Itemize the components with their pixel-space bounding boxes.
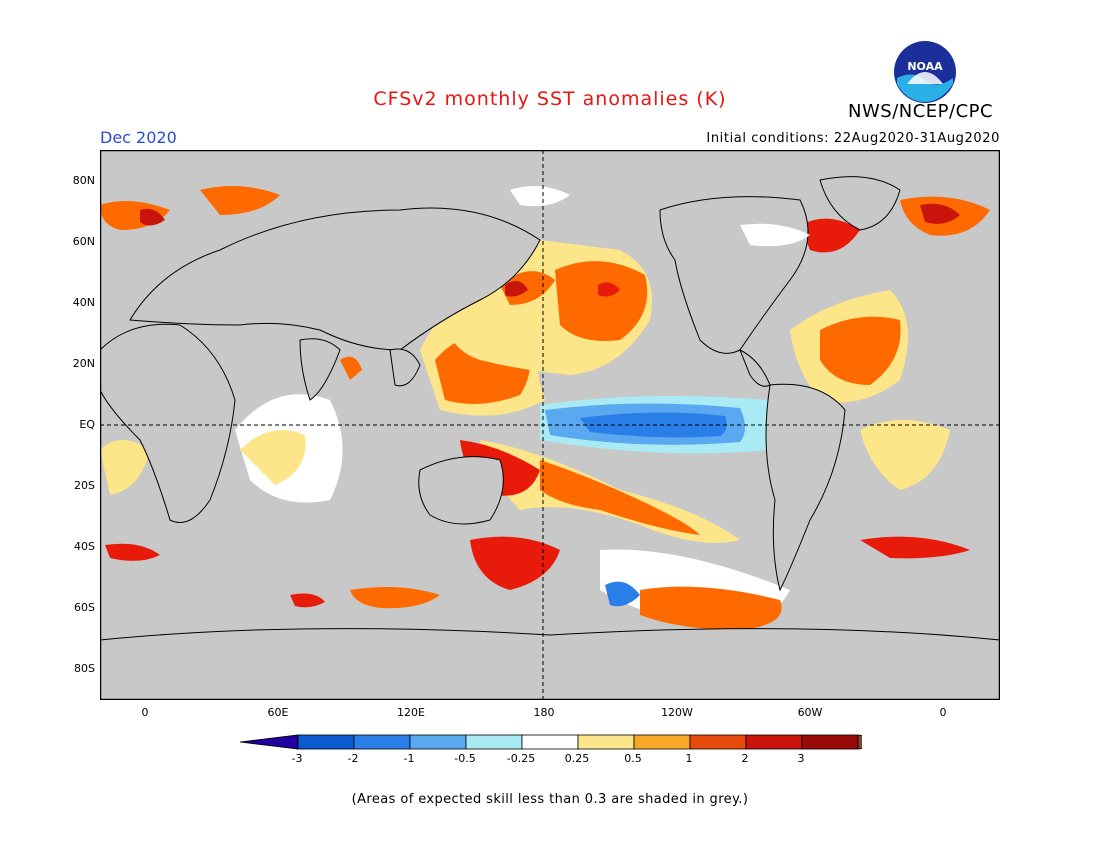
- colorbar-label: -0.25: [506, 752, 536, 765]
- lat-label: 80N: [72, 174, 95, 187]
- anomaly-region: [920, 203, 960, 224]
- noaa-logo: NOAA: [893, 40, 957, 104]
- lat-label: 60S: [74, 601, 95, 614]
- anomaly-region: [820, 316, 901, 385]
- anomaly-region: [240, 430, 306, 485]
- lat-label: 40N: [72, 296, 95, 309]
- colorbar-cell: [465, 734, 523, 750]
- colorbar-cell: [689, 734, 747, 750]
- anomaly-region: [860, 420, 950, 490]
- anomaly-region: [510, 186, 570, 207]
- anomaly-region: [470, 536, 560, 590]
- anomaly-region: [200, 186, 280, 215]
- anomaly-region: [860, 536, 970, 559]
- lon-label: 180: [533, 706, 555, 719]
- organization-label: NWS/NCEP/CPC: [848, 101, 994, 122]
- colorbar-cell: [633, 734, 691, 750]
- colorbar-label: -2: [347, 752, 359, 765]
- colorbar-cell: [521, 734, 579, 750]
- lon-label: 120W: [661, 706, 693, 719]
- map-frame: [100, 150, 1000, 700]
- anomaly-region: [140, 208, 165, 226]
- lon-label: 60W: [797, 706, 823, 719]
- colorbar-cell: [801, 734, 859, 750]
- initial-conditions: Initial conditions: 22Aug2020-31Aug2020: [706, 131, 1000, 146]
- colorbar-arrow-low: [240, 734, 299, 750]
- anomaly-region: [505, 281, 528, 297]
- lon-label: 0: [939, 706, 947, 719]
- colorbar-label: 0.5: [624, 752, 642, 765]
- anomaly-region: [340, 356, 362, 380]
- anomaly-region: [598, 282, 620, 297]
- colorbar: [240, 734, 862, 750]
- colorbar-cell: [577, 734, 635, 750]
- colorbar-cell: [745, 734, 803, 750]
- anomaly-region: [105, 543, 160, 561]
- colorbar-label: -0.5: [454, 752, 476, 765]
- colorbar-arrow-high: [857, 734, 862, 750]
- colorbar-label: 1: [685, 752, 693, 765]
- skill-footnote: (Areas of expected skill less than 0.3 a…: [351, 792, 749, 807]
- anomaly-region: [800, 218, 860, 253]
- anomaly-region: [350, 586, 440, 609]
- colorbar-label: 3: [797, 752, 805, 765]
- colorbar-label: -1: [403, 752, 415, 765]
- lon-label: 120E: [397, 706, 425, 719]
- lat-label: EQ: [79, 418, 95, 431]
- anomaly-region: [605, 581, 640, 607]
- colorbar-cell: [297, 734, 355, 750]
- colorbar-cell: [353, 734, 411, 750]
- colorbar-label: -3: [291, 752, 303, 765]
- lon-label: 0: [141, 706, 149, 719]
- anomaly-region: [555, 261, 648, 341]
- colorbar-label: 0.25: [564, 752, 590, 765]
- sst-anomaly-map: [100, 150, 1000, 700]
- anomaly-region: [540, 460, 700, 535]
- lat-label: 20N: [72, 357, 95, 370]
- coastlines: [100, 176, 1000, 700]
- anomaly-region: [290, 593, 325, 608]
- logo-text: NOAA: [907, 60, 943, 73]
- lat-label: 60N: [72, 235, 95, 248]
- forecast-month: Dec 2020: [100, 128, 177, 147]
- lat-label: 20S: [74, 479, 95, 492]
- anomaly-region: [640, 586, 782, 630]
- lat-label: 80S: [74, 662, 95, 675]
- lat-label: 40S: [74, 540, 95, 553]
- anomaly-region: [100, 440, 150, 495]
- colorbar-label: 2: [741, 752, 749, 765]
- lon-label: 60E: [267, 706, 289, 719]
- colorbar-cell: [409, 734, 467, 750]
- anomaly-region: [740, 223, 810, 247]
- map-title: CFSv2 monthly SST anomalies (K): [373, 88, 727, 110]
